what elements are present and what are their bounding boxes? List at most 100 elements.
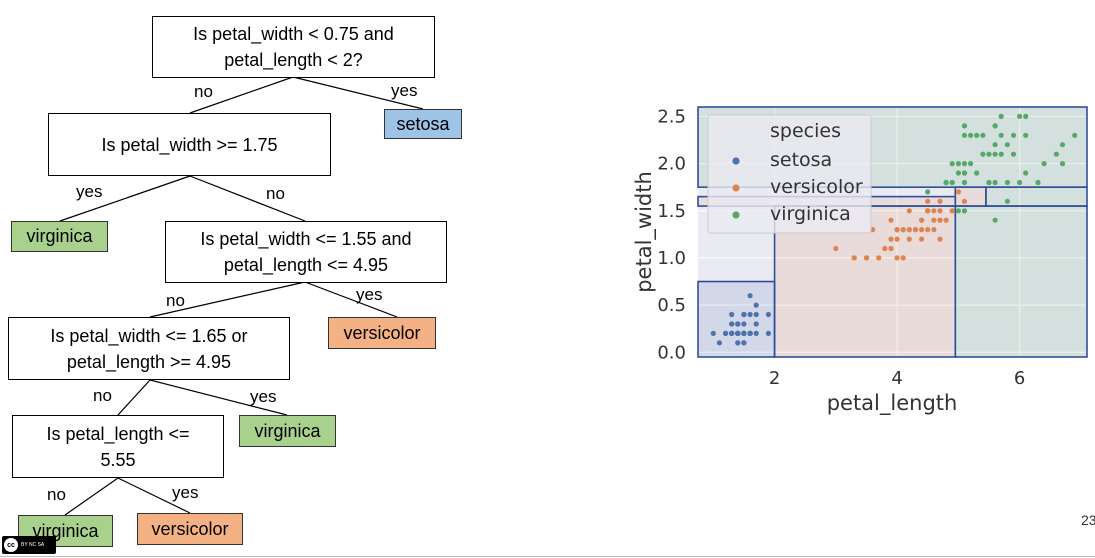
point-virginica <box>949 161 955 167</box>
cc-icon: cc <box>4 538 18 552</box>
point-virginica <box>986 151 992 157</box>
point-virginica <box>1035 179 1041 186</box>
point-setosa <box>753 302 759 308</box>
point-versicolor <box>888 217 894 223</box>
legend-marker-virginica <box>732 211 740 219</box>
point-setosa <box>747 311 753 318</box>
question-node-3: Is petal_width <= 1.55 and petal_length … <box>165 221 447 283</box>
point-setosa <box>765 330 771 336</box>
point-versicolor <box>931 217 937 223</box>
point-virginica <box>1023 170 1029 176</box>
data-points <box>710 113 1078 346</box>
point-setosa <box>741 321 747 327</box>
point-versicolor <box>833 245 839 252</box>
point-versicolor <box>937 198 943 204</box>
legend-label-virginica: virginica <box>770 203 851 225</box>
edge-q4-virginica <box>149 379 288 416</box>
point-virginica <box>1017 113 1023 119</box>
point-setosa <box>723 330 729 336</box>
point-virginica <box>974 170 980 176</box>
point-setosa <box>753 330 759 336</box>
scatter-plot: 2 4 6 0.0 0.5 1.0 1.5 2.0 2.5 species setosa ver… <box>632 106 1088 416</box>
point-setosa <box>729 321 735 327</box>
point-virginica <box>1010 132 1017 138</box>
legend-title: species <box>770 120 841 142</box>
point-virginica <box>961 161 968 167</box>
edge-label-no: no <box>194 82 213 101</box>
decision-region-setosa <box>697 280 776 358</box>
point-versicolor <box>943 217 949 223</box>
tree-edges <box>59 76 424 516</box>
point-versicolor <box>906 236 912 242</box>
decision-region-virginica <box>954 205 1088 358</box>
point-virginica <box>992 142 998 148</box>
point-virginica <box>998 151 1004 157</box>
point-virginica <box>955 161 961 167</box>
edge-q2-q3 <box>189 175 306 222</box>
point-virginica <box>1072 132 1078 138</box>
point-virginica <box>1004 142 1010 148</box>
point-virginica <box>1059 161 1066 167</box>
point-virginica <box>1059 142 1066 148</box>
legend-label-setosa: setosa <box>770 149 832 171</box>
point-setosa <box>741 340 747 346</box>
y-tick-label: 0.5 <box>657 295 686 316</box>
legend: species setosa versicolor virginica <box>707 114 872 234</box>
point-virginica <box>974 132 980 138</box>
bottom-divider <box>0 556 1095 557</box>
point-versicolor <box>863 255 870 261</box>
point-setosa <box>747 330 753 336</box>
point-versicolor <box>900 255 906 261</box>
edge-q5-virginica <box>64 477 119 516</box>
plot-axes: 2 4 6 0.0 0.5 1.0 1.5 2.0 2.5 <box>657 106 1025 389</box>
point-virginica <box>1041 161 1047 167</box>
point-virginica <box>986 179 992 186</box>
point-virginica <box>949 179 955 186</box>
point-versicolor <box>919 227 925 233</box>
point-versicolor <box>882 245 888 252</box>
edge-q3-q4 <box>149 281 306 318</box>
point-versicolor <box>937 208 943 214</box>
point-versicolor <box>925 227 931 233</box>
point-virginica <box>1017 179 1023 186</box>
point-virginica <box>961 208 968 214</box>
point-virginica <box>980 132 986 138</box>
leaf-versicolor-1: versicolor <box>328 317 436 349</box>
point-versicolor <box>919 236 925 242</box>
point-virginica <box>968 161 974 167</box>
point-versicolor <box>906 208 912 214</box>
y-axis-label: petal_width <box>632 171 657 293</box>
legend-label-versicolor: versicolor <box>770 176 863 198</box>
decision-region-virginica <box>985 186 1088 207</box>
edge-q1-q2 <box>189 76 294 114</box>
point-versicolor <box>937 217 943 223</box>
point-virginica <box>1010 151 1017 157</box>
point-versicolor <box>894 227 900 233</box>
edge-q5-versicolor <box>117 477 191 514</box>
page-number: 23 <box>1081 512 1095 528</box>
edge-label-yes: yes <box>391 81 418 100</box>
x-axis-label: petal_length <box>827 391 958 416</box>
point-setosa <box>716 340 722 346</box>
point-versicolor <box>949 208 955 214</box>
license-terms: BY NC SA <box>21 541 45 548</box>
y-tick-label: 0.0 <box>657 342 686 363</box>
point-versicolor <box>931 208 937 214</box>
point-setosa <box>735 340 741 346</box>
point-setosa <box>710 330 716 336</box>
point-virginica <box>961 123 968 129</box>
point-setosa <box>747 293 753 299</box>
leaf-virginica-3: virginica <box>18 515 113 547</box>
point-virginica <box>943 179 949 186</box>
point-virginica <box>980 151 986 157</box>
point-virginica <box>1004 198 1010 204</box>
point-virginica <box>998 132 1004 138</box>
edge-q2-virginica <box>59 175 191 222</box>
point-virginica <box>925 189 931 195</box>
point-setosa <box>765 311 771 318</box>
point-virginica <box>992 123 998 129</box>
point-versicolor <box>888 236 894 242</box>
legend-marker-versicolor <box>732 184 740 192</box>
point-virginica <box>1023 132 1029 138</box>
point-setosa <box>729 311 735 318</box>
